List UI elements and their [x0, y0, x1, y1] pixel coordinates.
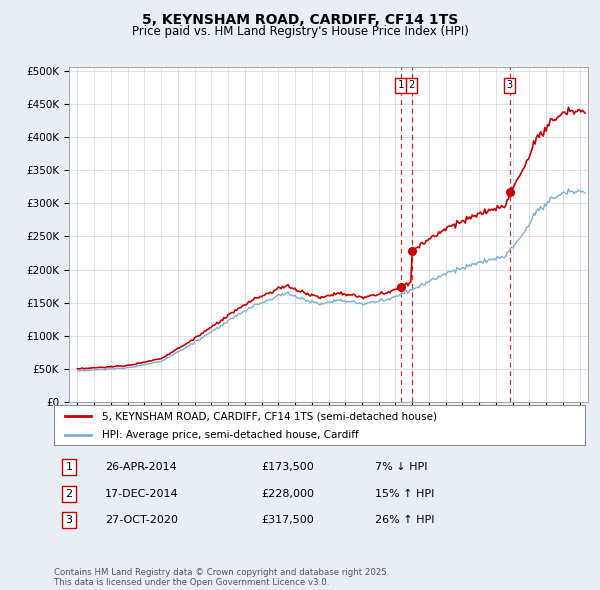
Text: Price paid vs. HM Land Registry's House Price Index (HPI): Price paid vs. HM Land Registry's House … [131, 25, 469, 38]
Text: 26% ↑ HPI: 26% ↑ HPI [375, 516, 434, 525]
Text: 15% ↑ HPI: 15% ↑ HPI [375, 489, 434, 499]
Text: HPI: Average price, semi-detached house, Cardiff: HPI: Average price, semi-detached house,… [102, 430, 359, 440]
Text: 5, KEYNSHAM ROAD, CARDIFF, CF14 1TS: 5, KEYNSHAM ROAD, CARDIFF, CF14 1TS [142, 13, 458, 27]
Text: 5, KEYNSHAM ROAD, CARDIFF, CF14 1TS (semi-detached house): 5, KEYNSHAM ROAD, CARDIFF, CF14 1TS (sem… [102, 411, 437, 421]
Text: 26-APR-2014: 26-APR-2014 [105, 463, 177, 472]
Text: £228,000: £228,000 [261, 489, 314, 499]
Text: 7% ↓ HPI: 7% ↓ HPI [375, 463, 427, 472]
Text: 1: 1 [65, 463, 73, 472]
Text: 2: 2 [409, 80, 415, 90]
Text: Contains HM Land Registry data © Crown copyright and database right 2025.
This d: Contains HM Land Registry data © Crown c… [54, 568, 389, 587]
Text: 1: 1 [398, 80, 404, 90]
Text: 17-DEC-2014: 17-DEC-2014 [105, 489, 179, 499]
Text: £317,500: £317,500 [261, 516, 314, 525]
Text: 3: 3 [506, 80, 513, 90]
Text: 2: 2 [65, 489, 73, 499]
Text: 27-OCT-2020: 27-OCT-2020 [105, 516, 178, 525]
Text: 3: 3 [65, 516, 73, 525]
Text: £173,500: £173,500 [261, 463, 314, 472]
